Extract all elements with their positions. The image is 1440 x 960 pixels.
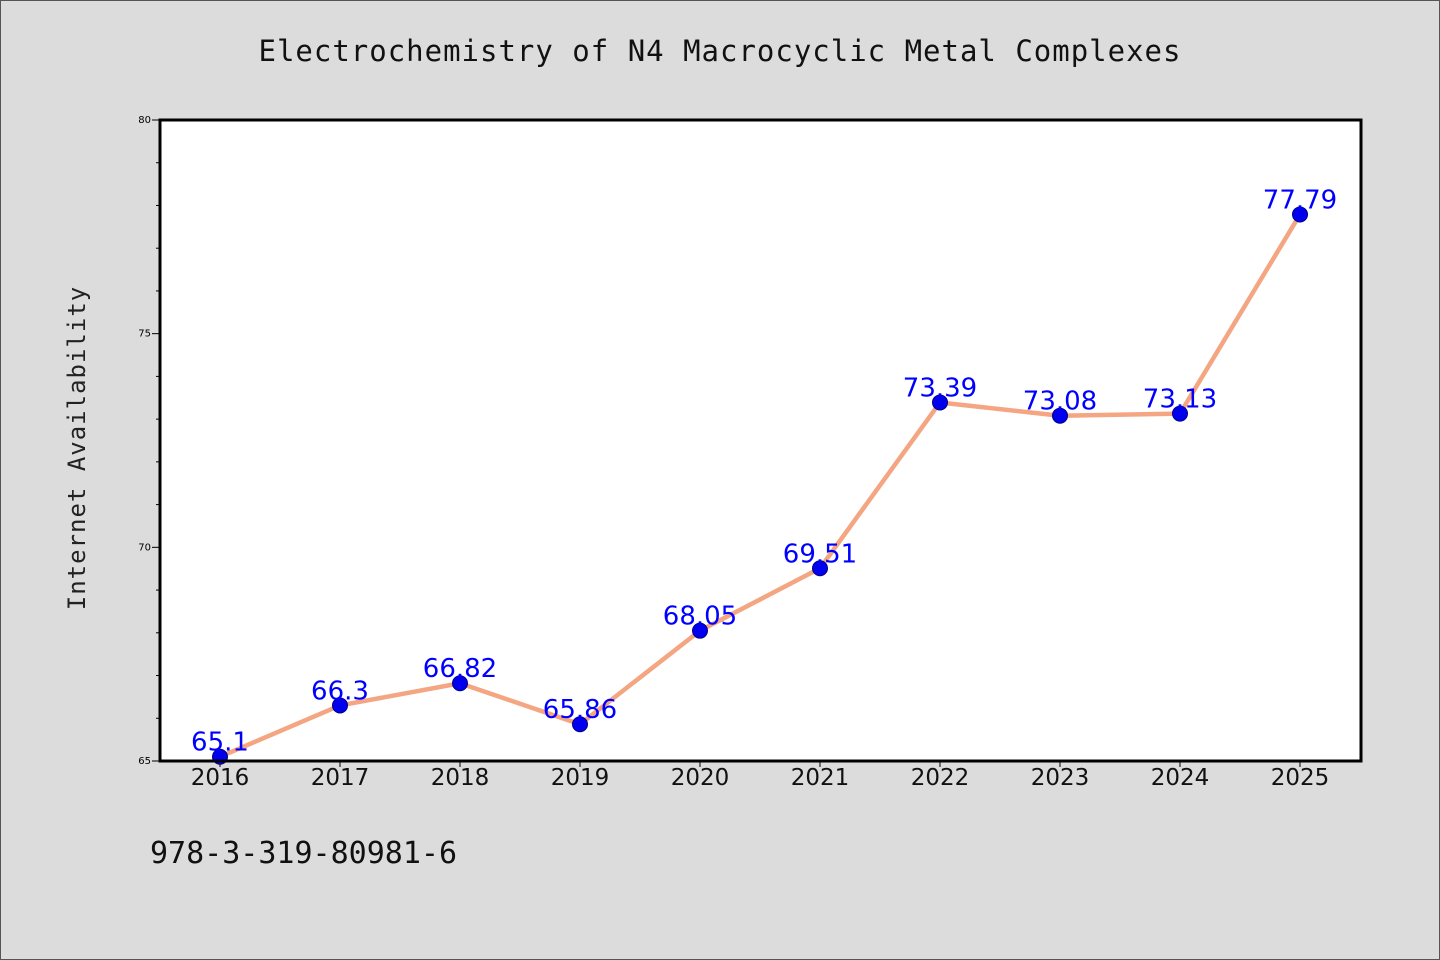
x-tick-label-2020: 2020: [671, 765, 730, 791]
data-point-2020: [692, 622, 708, 639]
data-point-2021: [812, 560, 828, 577]
axis-ticks: 65 70 75 80 2016 2017 2018 2019 2020 2021 2022 2023…: [138, 115, 1329, 791]
data-label-2025: 77.79: [1263, 185, 1337, 215]
series-line: [217, 212, 1303, 759]
x-tick-label-2019: 2019: [551, 765, 610, 791]
x-tick-label-2017: 2017: [311, 765, 370, 791]
data-label-2018: 66.82: [423, 654, 497, 684]
y-tick-label-75: 75: [138, 329, 151, 340]
data-labels-group: 65.1 66.3 66.82 65.86 68.05 69.51 73.39 73.08 73…: [191, 185, 1337, 757]
data-label-2023: 73.08: [1023, 387, 1097, 417]
data-point-2017: [332, 697, 348, 714]
y-tick-label-70: 70: [138, 542, 151, 553]
x-tick-label-2018: 2018: [431, 765, 490, 791]
data-label-2024: 73.13: [1143, 385, 1217, 415]
x-tick-label-2025: 2025: [1271, 765, 1330, 791]
data-label-2016: 65.1: [191, 728, 249, 758]
series-line-group: [217, 212, 1303, 759]
data-point-2022: [932, 394, 948, 411]
x-tick-label-2024: 2024: [1151, 765, 1210, 791]
data-label-2017: 66.3: [311, 676, 369, 706]
x-tick-label-2023: 2023: [1031, 765, 1090, 791]
data-point-2023: [1052, 407, 1068, 424]
data-label-2021: 69.51: [783, 539, 857, 569]
data-label-2019: 65.86: [543, 695, 617, 725]
isbn-footer: 978-3-319-80981-6: [150, 836, 458, 871]
plot-border: [158, 118, 1363, 763]
y-tick-label-65: 65: [138, 756, 151, 767]
x-tick-label-2016: 2016: [191, 765, 250, 791]
y-tick-label-80: 80: [138, 115, 151, 126]
chart-title: Electrochemistry of N4 Macrocyclic Metal…: [258, 34, 1182, 68]
x-tick-label-2022: 2022: [911, 765, 970, 791]
data-point-2024: [1172, 405, 1188, 422]
data-label-2022: 73.39: [903, 373, 977, 403]
x-tick-label-2021: 2021: [791, 765, 850, 791]
data-label-2020: 68.05: [663, 602, 737, 632]
data-point-2018: [452, 675, 468, 692]
data-point-2025: [1292, 206, 1308, 223]
data-point-2019: [572, 716, 588, 733]
plot-area: [160, 120, 1361, 761]
